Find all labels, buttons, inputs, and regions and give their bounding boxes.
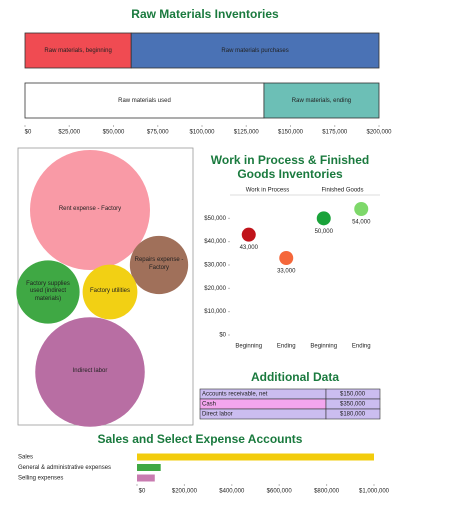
chart-title: Sales and Select Expense Accounts [98,432,303,446]
x-tick-label: Beginning [310,344,337,350]
bubble-label: Factory utilities [89,288,130,295]
bubble-label-box: Indirect labor [72,368,108,375]
x-tick-label: $100,000 [189,130,215,136]
point [279,251,294,265]
bar-segment [263,82,380,119]
segment-label: Raw materials, beginning [44,48,111,54]
point [354,202,369,216]
facet-label: Finished Goods [321,188,363,194]
row-value: $350,000 [340,402,366,408]
value-label: 33,000 [277,269,296,275]
x-tick-label: $175,000 [322,130,348,136]
row-label: Direct labor [202,412,233,418]
x-tick-label: Beginning [235,344,262,350]
x-tick-label: $0 [25,130,32,136]
point [241,227,256,242]
y-tick-label: $0 [219,333,226,339]
bubble-label-box: Repairs expense - Factory [134,257,184,271]
point [316,211,331,226]
bubble [129,235,189,295]
y-tick-label: General & administrative expenses [18,465,111,471]
x-tick-label: $75,000 [147,130,169,136]
bubble [16,260,80,324]
table-title: Additional Data [251,370,339,384]
x-tick-label: $50,000 [103,130,125,136]
row-label: Accounts receivable, net [202,392,268,398]
x-tick-label: $1,000,000 [359,489,390,495]
bar-segment [130,32,380,69]
segment-label: Raw materials purchases [221,48,288,54]
bubble [30,150,150,270]
chart-title: Work in Process & Finished Goods Invento… [210,152,370,181]
row-value: $150,000 [340,392,366,398]
y-tick-label: Selling expenses [18,476,63,482]
facet-label: Work in Process [246,188,290,194]
y-tick-label: $10,000 [204,309,226,315]
bar [137,453,374,461]
chart-title: Raw Materials Inventories [131,7,279,21]
y-tick-label: $40,000 [204,239,226,245]
row-label: Cash [202,402,216,408]
table-cell [325,408,381,420]
x-tick-label: $800,000 [314,489,340,495]
bar-segment [24,32,132,69]
x-tick-label: $0 [139,489,146,495]
bubble-label: Repairs expense - Factory [134,257,184,271]
x-tick-label: $125,000 [234,130,260,136]
value-label: 50,000 [315,229,334,235]
x-tick-label: $600,000 [267,489,293,495]
x-tick-label: $200,000 [172,489,198,495]
table-cell [199,398,327,410]
bubble-label: Rent expense - Factory [58,206,122,213]
value-label: 43,000 [240,245,259,251]
bubble-label: Factory supplies used (indirect material… [26,280,70,302]
x-tick-label: Ending [277,344,296,350]
segment-label: Raw materials used [118,98,171,104]
bubble-label-box: Factory utilities [89,288,130,295]
y-tick-label: $50,000 [204,216,226,222]
x-tick-label: $200,000 [366,130,392,136]
bar [137,474,155,482]
y-tick-label: $30,000 [204,263,226,269]
x-tick-label: $400,000 [219,489,245,495]
bubble [82,264,138,320]
bar-segment [24,82,265,119]
row-value: $180,000 [340,412,366,418]
x-tick-label: Ending [352,344,371,350]
bubble-label: Indirect labor [72,368,108,375]
chart-title-box: Work in Process & Finished Goods Invento… [210,152,370,181]
bubble-label-box: Rent expense - Factory [58,206,122,213]
bubble [35,317,145,427]
y-tick-label: Sales [18,455,33,461]
bar [137,464,161,471]
y-tick-label: $20,000 [204,286,226,292]
segment-label: Raw materials, ending [292,98,351,104]
x-tick-label: $25,000 [58,130,80,136]
bubble-label-box: Factory supplies used (indirect material… [26,280,70,302]
value-label: 54,000 [352,220,371,226]
x-tick-label: $150,000 [278,130,304,136]
